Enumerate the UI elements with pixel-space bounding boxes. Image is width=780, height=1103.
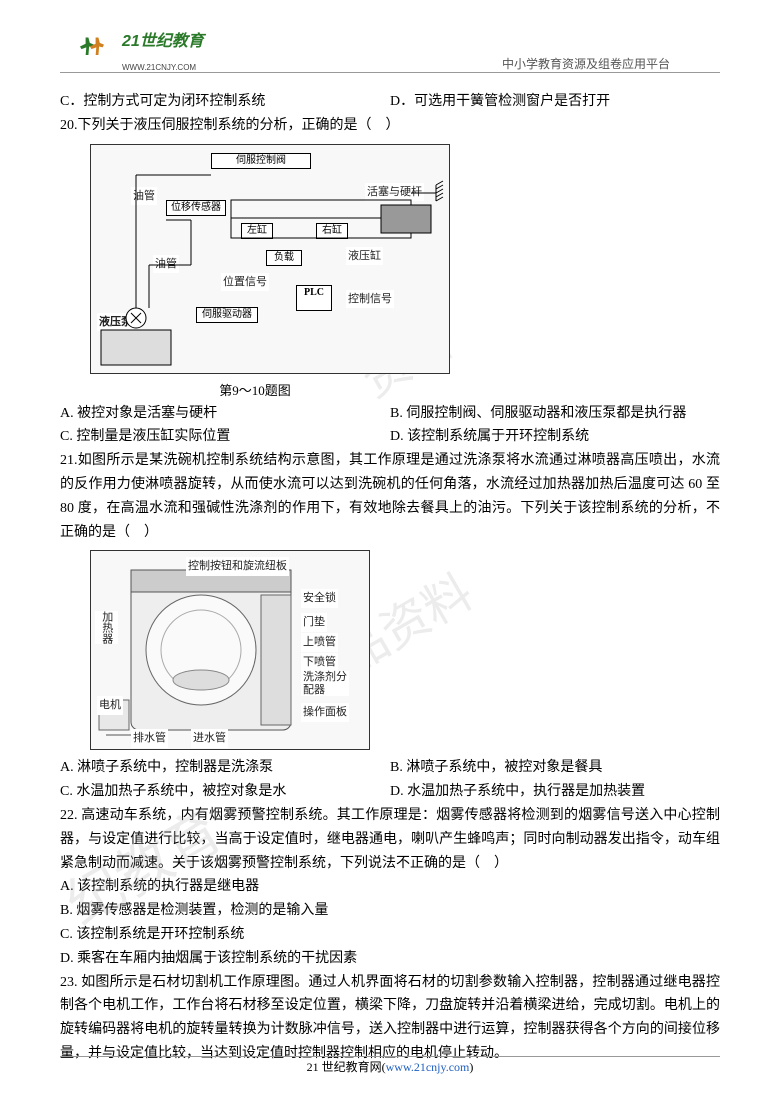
q23-stem: 23. 如图所示是石材切割机工作原理图。通过人机界面将石材的切割参数输入控制器，… <box>60 971 720 1066</box>
q20-caption: 第9～10题图 <box>70 380 440 402</box>
q21-diagram: 控制按钮和旋流纽板 安全锁 门垫 上喷管 下喷管 洗涤剂分配器 操作面板 排水管… <box>70 550 720 750</box>
q21-option-b: B. 淋喷子系统中，被控对象是餐具 <box>390 756 720 780</box>
page-content: C．控制方式可定为闭环控制系统 D．可选用干簧管检测窗户是否打开 20.下列关于… <box>60 90 720 1066</box>
label-motor: 电机 <box>97 696 123 715</box>
q22-option-a: A. 该控制系统的执行器是继电器 <box>60 875 720 899</box>
q22-option-c: C. 该控制系统是开环控制系统 <box>60 923 720 947</box>
footer-suffix: ) <box>469 1060 473 1074</box>
q20-option-b: B. 伺服控制阀、伺服驱动器和液压泵都是执行器 <box>390 402 720 426</box>
dishwasher-diagram: 控制按钮和旋流纽板 安全锁 门垫 上喷管 下喷管 洗涤剂分配器 操作面板 排水管… <box>90 550 370 750</box>
hydraulic-lines-svg <box>91 145 451 375</box>
q22-option-b: B. 烟雾传感器是检测装置，检测的是输入量 <box>60 899 720 923</box>
q21-stem: 21.如图所示是某洗碗机控制系统结构示意图，其工作原理是通过洗涤泵将水流通过淋喷… <box>60 449 720 544</box>
q20-option-a: A. 被控对象是活塞与硬杆 <box>60 402 390 426</box>
label-drain: 排水管 <box>131 729 168 748</box>
hydraulic-servo-diagram: 伺服控制阀 位移传感器 活塞与硬杆 左缸 右缸 负载 液压缸 位置信号 PLC … <box>90 144 450 374</box>
footer-prefix: 21 世纪教育网( <box>307 1060 386 1074</box>
q21-option-c: C. 水温加热子系统中，被控对象是水 <box>60 780 390 804</box>
q20-option-d: D. 该控制系统属于开环控制系统 <box>390 425 720 449</box>
q22-option-d: D. 乘客在车厢内抽烟属于该控制系统的干扰因素 <box>60 947 720 971</box>
q21-options: A. 淋喷子系统中，控制器是洗涤泵 B. 淋喷子系统中，被控对象是餐具 C. 水… <box>60 756 720 804</box>
q20-diagram: 伺服控制阀 位移传感器 活塞与硬杆 左缸 右缸 负载 液压缸 位置信号 PLC … <box>70 144 720 402</box>
footer-link[interactable]: www.21cnjy.com <box>386 1060 470 1074</box>
running-figure-icon <box>80 37 116 69</box>
logo-url: WWW.21CNJY.COM <box>122 63 196 72</box>
q19-option-c: C．控制方式可定为闭环控制系统 <box>60 90 390 114</box>
header-divider <box>60 72 720 73</box>
q22-stem: 22. 高速动车系统，内有烟雾预警控制系统。其工作原理是：烟雾传感器将检测到的烟… <box>60 804 720 875</box>
label-upper-spray: 上喷管 <box>301 633 338 652</box>
q20-option-c: C. 控制量是液压缸实际位置 <box>60 425 390 449</box>
page-footer: 21 世纪教育网(www.21cnjy.com) <box>0 1057 780 1077</box>
logo-title: 21世纪教育 <box>122 33 204 50</box>
label-panel: 控制按钮和旋流纽板 <box>186 557 289 576</box>
label-handle: 操作面板 <box>301 703 349 722</box>
q19-option-d: D．可选用干簧管检测窗户是否打开 <box>390 90 720 114</box>
label-detergent: 洗涤剂分配器 <box>301 671 349 695</box>
label-inlet: 进水管 <box>191 729 228 748</box>
q21-option-a: A. 淋喷子系统中，控制器是洗涤泵 <box>60 756 390 780</box>
q19-options-cd: C．控制方式可定为闭环控制系统 D．可选用干簧管检测窗户是否打开 <box>60 90 720 114</box>
q20-stem: 20.下列关于液压伺服控制系统的分析，正确的是（ ） <box>60 114 720 138</box>
label-lower-spray: 下喷管 <box>301 653 338 672</box>
q21-option-d: D. 水温加热子系统中，执行器是加热装置 <box>390 780 720 804</box>
label-lock: 安全锁 <box>301 589 338 608</box>
label-door: 门垫 <box>301 613 327 632</box>
q20-options: A. 被控对象是活塞与硬杆 B. 伺服控制阀、伺服驱动器和液压泵都是执行器 C.… <box>60 402 720 450</box>
label-heater: 加热器 <box>95 611 118 644</box>
